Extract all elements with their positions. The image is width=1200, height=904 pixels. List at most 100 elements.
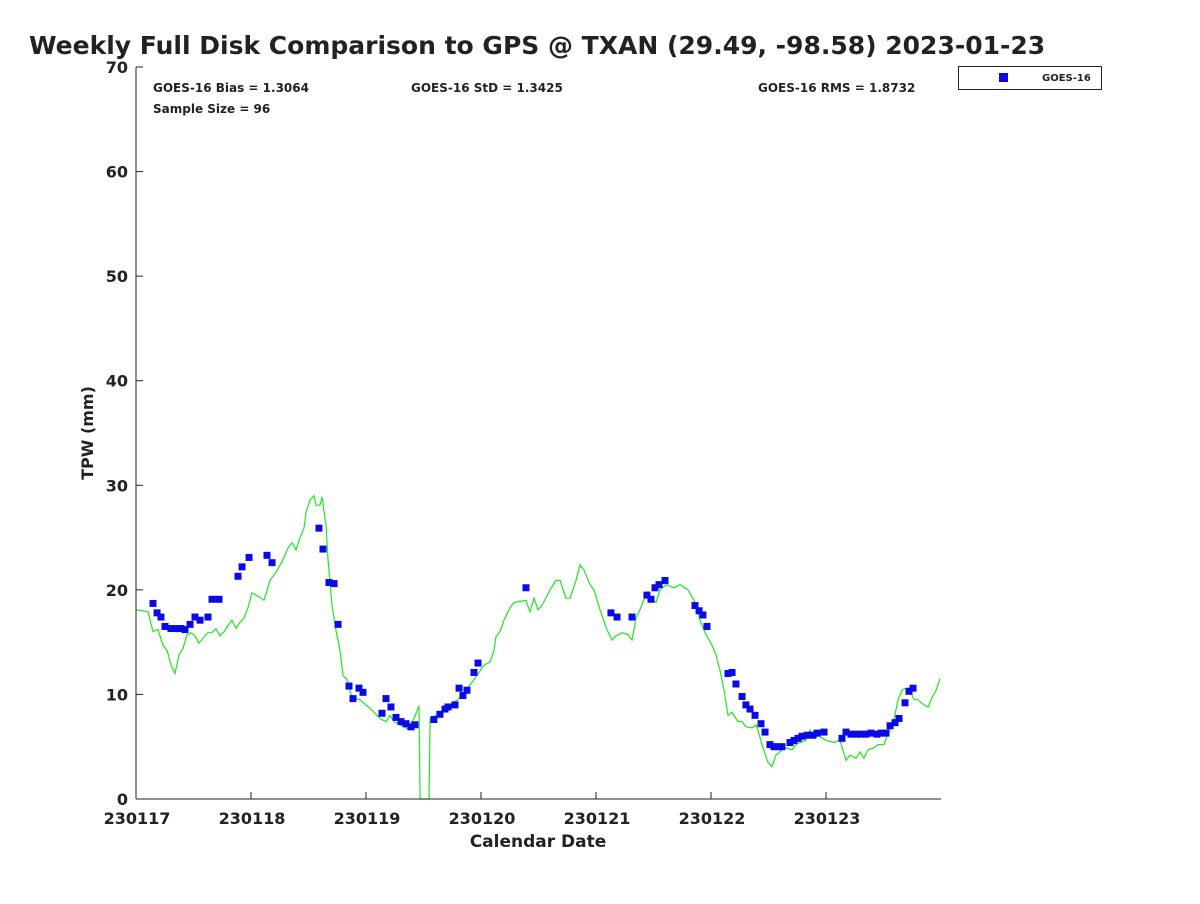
x-tick-label: 230122: [679, 809, 746, 828]
goes16-point: [263, 551, 271, 559]
x-ticks: 230117 230118 230119 230120 230121 230122 2301…: [104, 792, 860, 828]
goes16-point: [215, 595, 223, 603]
goes16-point: [359, 688, 367, 696]
goes16-point: [402, 720, 410, 728]
goes16-point: [695, 607, 703, 615]
y-tick-label: 30: [106, 476, 128, 495]
goes16-point: [330, 580, 338, 588]
goes16-point: [607, 609, 615, 617]
y-axis-label: TPW (mm): [78, 386, 97, 480]
goes16-point: [757, 720, 765, 728]
goes16-point: [655, 581, 663, 589]
goes16-point: [157, 613, 165, 621]
legend-label-goes16: GOES-16: [1042, 73, 1091, 84]
goes16-point: [766, 741, 774, 749]
goes16-point: [742, 701, 750, 709]
goes16-point: [724, 670, 732, 678]
goes16-point: [407, 723, 415, 731]
goes16-point: [867, 729, 875, 737]
goes16-point: [172, 625, 180, 633]
goes16-point: [451, 701, 459, 709]
goes16-point: [470, 668, 478, 676]
stat-std: GOES-16 StD = 1.3425: [411, 81, 563, 95]
goes16-point: [661, 576, 669, 584]
goes16-point: [643, 591, 651, 599]
goes16-point: [905, 687, 913, 695]
goes16-point: [838, 734, 846, 742]
goes16-point: [728, 668, 736, 676]
goes16-point: [820, 728, 828, 736]
goes16-point: [691, 602, 699, 610]
goes16-point: [909, 684, 917, 692]
y-tick-label: 0: [117, 790, 128, 809]
y-tick-label: 10: [106, 685, 128, 704]
goes16-point: [891, 719, 899, 727]
goes16-point: [873, 730, 881, 738]
goes16-point: [319, 545, 327, 553]
y-tick-label: 60: [106, 163, 128, 182]
goes16-point: [778, 743, 786, 751]
x-tick-label: 230118: [219, 809, 286, 828]
x-tick-label: 230119: [334, 809, 401, 828]
goes16-point: [809, 731, 817, 739]
goes16-point: [761, 728, 769, 736]
goes16-point: [378, 709, 386, 717]
goes16-point: [455, 684, 463, 692]
stat-sample-size: Sample Size = 96: [153, 102, 270, 116]
gps-line: [135, 494, 941, 800]
goes16-point: [803, 731, 811, 739]
goes16-point: [798, 732, 806, 740]
goes16-point: [842, 728, 850, 736]
goes16-point: [751, 711, 759, 719]
legend-marker-goes16: [999, 73, 1008, 82]
goes16-point: [161, 622, 169, 630]
y-tick-label: 20: [106, 581, 128, 600]
goes16-point: [790, 736, 798, 744]
goes16-point: [355, 684, 363, 692]
goes16-point: [886, 722, 894, 730]
goes16-point: [149, 599, 157, 607]
goes16-point: [238, 563, 246, 571]
goes16-point: [245, 553, 253, 561]
goes16-point: [786, 739, 794, 747]
goes16-point: [459, 691, 467, 699]
legend: GOES-16: [958, 66, 1102, 90]
goes16-point: [387, 703, 395, 711]
goes16-point: [430, 716, 438, 724]
goes16-point: [463, 686, 471, 694]
goes16-point: [268, 559, 276, 567]
goes16-point: [153, 609, 161, 617]
goes16-point: [703, 622, 711, 630]
goes16-point: [628, 613, 636, 621]
goes16-point: [444, 703, 452, 711]
goes16-point: [613, 613, 621, 621]
goes16-point: [204, 613, 212, 621]
goes16-point: [647, 595, 655, 603]
y-tick-label: 70: [106, 58, 128, 77]
x-tick-label: 230121: [564, 809, 631, 828]
goes16-point: [732, 680, 740, 688]
stat-rms: GOES-16 RMS = 1.8732: [758, 81, 915, 95]
goes16-point: [852, 730, 860, 738]
goes16-point: [770, 743, 778, 751]
x-axis-label: Calendar Date: [470, 832, 607, 852]
goes16-point: [181, 626, 189, 634]
goes16-point: [699, 611, 707, 619]
stat-bias: GOES-16 Bias = 1.3064: [153, 81, 309, 95]
goes16-point: [325, 579, 333, 587]
goes16-point: [651, 584, 659, 592]
goes16-point: [397, 718, 405, 726]
goes16-point: [877, 729, 885, 737]
goes16-point: [186, 620, 194, 628]
goes16-point: [349, 695, 357, 703]
goes16-point: [411, 721, 419, 729]
goes16-point: [208, 595, 216, 603]
legend-box: [958, 66, 1102, 90]
goes16-point: [315, 524, 323, 532]
goes16-point: [474, 659, 482, 667]
goes16-point: [191, 613, 199, 621]
chart-title: Weekly Full Disk Comparison to GPS @ TXA…: [29, 31, 1045, 60]
goes16-point: [901, 699, 909, 707]
goes16-point: [882, 729, 890, 737]
